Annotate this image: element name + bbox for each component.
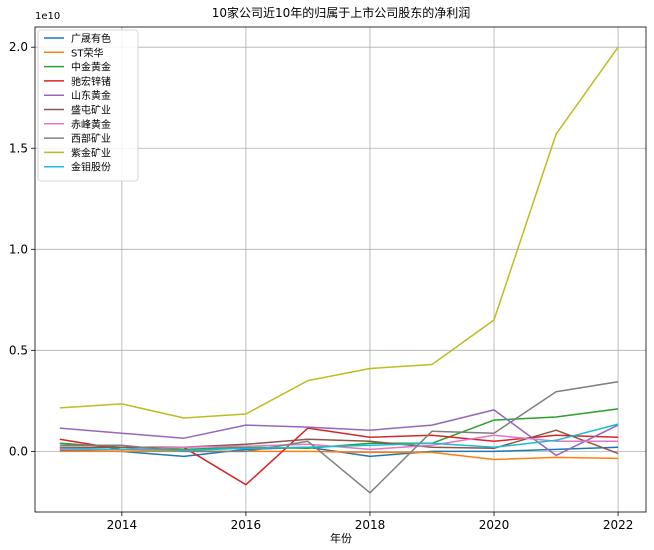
x-axis-label: 年份 [330,531,352,545]
y-axis: 0.0 0.5 1.0 1.5 2.0 [9,40,35,458]
plot-border [34,26,647,513]
x-tick-label: 2016 [231,518,262,532]
series-line-2 [59,450,619,461]
chart-title: 10家公司近10年的归属于上市公司股东的净利润 [212,5,471,20]
legend-box [37,29,139,182]
series-line-10 [59,423,619,452]
y-tick-label: 0.5 [9,343,28,357]
x-axis: 2014 2016 2018 2020 2022 [107,512,634,532]
legend-label: 赤峰黄金 [71,118,111,131]
x-tick-label: 2014 [107,518,138,532]
series-layer [59,46,619,494]
series-line-6 [59,429,619,455]
y-offset-text: 1e10 [35,11,60,22]
legend-label: 广晟有色 [71,32,111,45]
legend-label: 盛屯矿业 [71,104,111,117]
legend-label: 紫金矿业 [71,146,111,159]
legend-label: 金钼股份 [71,161,111,174]
x-tick-label: 2022 [603,518,634,532]
y-tick-label: 1.5 [9,141,28,155]
y-tick-label: 1.0 [9,242,28,256]
series-line-8 [59,380,619,494]
series-line-5 [59,409,619,457]
legend-label: 西部矿业 [71,132,111,145]
legend-label: 中金黄金 [71,61,111,74]
y-tick-label: 0.0 [9,444,28,458]
legend-label: 驰宏锌锗 [71,75,111,88]
legend-label: 山东黄金 [71,89,111,102]
legend-label: ST荣华 [71,46,103,59]
x-tick-label: 2020 [479,518,510,532]
series-line-9 [59,46,619,419]
y-tick-label: 2.0 [9,40,28,54]
plot-frame [34,26,647,513]
x-tick-label: 2018 [355,518,386,532]
